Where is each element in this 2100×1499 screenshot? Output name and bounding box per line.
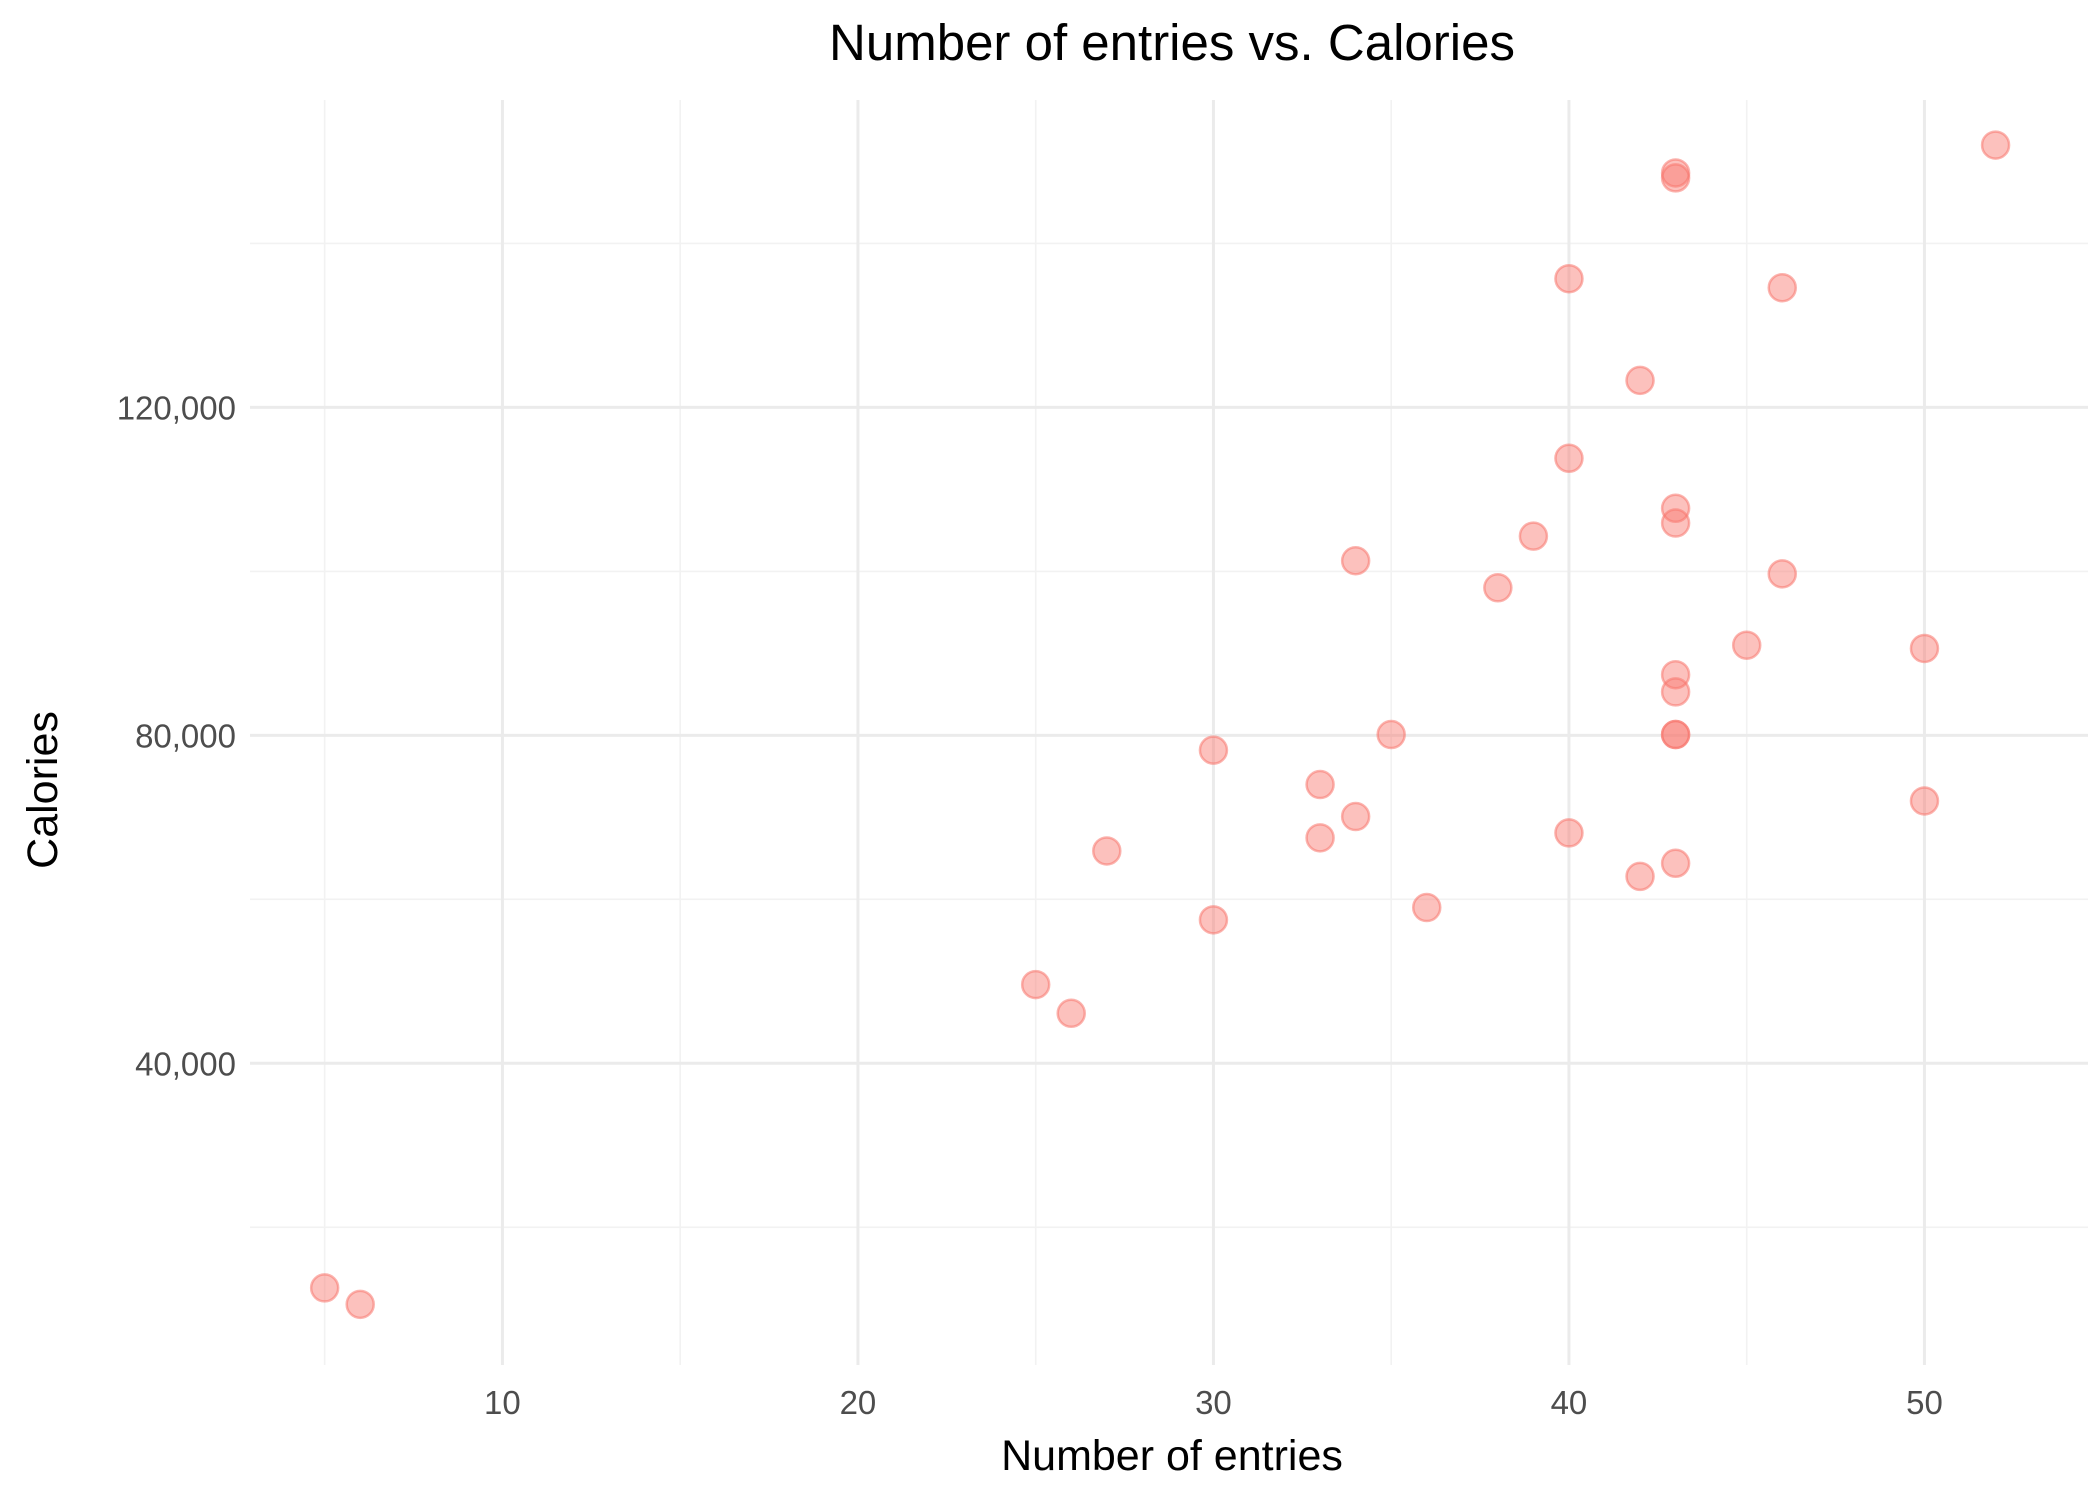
major-gridlines [250,100,2088,1365]
scatter-point [1909,786,1940,816]
scatter-point [1660,508,1691,538]
x-tick-label: 50 [1906,1384,1943,1421]
scatter-point [1660,493,1691,524]
scatter-point [1305,823,1335,853]
minor-gridlines [250,100,2088,1365]
scatter-point [1020,969,1051,1000]
x-axis-title: Number of entries [1001,1432,1343,1480]
scatter-point [1340,801,1371,832]
scatter-point [1411,892,1442,923]
scatter-point [1660,848,1691,879]
y-tick-label: 40,000 [135,1045,236,1082]
scatter-point [1198,905,1229,935]
scatter-point [1554,818,1584,848]
x-tick-label: 20 [840,1384,877,1421]
scatter-point [1731,630,1762,660]
x-tick-labels: 10 20 30 40 50 [484,1384,1943,1421]
scatter-point [1554,443,1584,474]
scatter-point [1554,263,1584,294]
scatter-point [1660,719,1691,750]
scatter-point [1056,998,1086,1029]
y-tick-label: 120,000 [117,389,236,426]
scatter-point [345,1289,375,1320]
scatter-point [1198,735,1229,765]
scatter-point [1340,545,1371,576]
x-tick-label: 40 [1551,1384,1588,1421]
scatter-point [1305,769,1335,800]
scatter-point [1483,573,1513,603]
scatter-point [1909,633,1940,664]
scatter-point [1376,719,1406,750]
scatter-point [1660,677,1691,707]
y-axis-title: Calories [19,711,67,869]
data-points [309,130,2011,1320]
y-tick-labels: 40,000 80,000 120,000 [117,389,236,1082]
scatter-point [1980,130,2011,160]
scatter-point [1092,836,1122,866]
scatter-point [1660,163,1691,193]
scatter-point [1767,272,1798,303]
x-tick-label: 30 [1195,1384,1232,1421]
scatter-point [1625,861,1655,892]
scatter-point [1625,365,1655,396]
scatter-point [1767,559,1798,589]
y-tick-label: 80,000 [135,717,236,754]
scatter-point [309,1273,340,1303]
x-tick-label: 10 [484,1384,521,1421]
scatter-point [1518,521,1549,551]
chart-title: Number of entries vs. Calories [829,14,1515,71]
